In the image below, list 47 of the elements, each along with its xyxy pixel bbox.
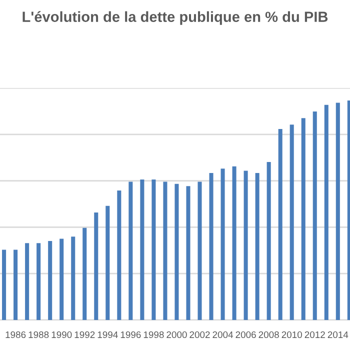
bar bbox=[312, 112, 317, 320]
x-tick-label: 1994 bbox=[98, 331, 118, 338]
bar bbox=[301, 118, 306, 320]
bar bbox=[186, 186, 190, 320]
bar bbox=[82, 228, 87, 320]
bar bbox=[255, 172, 260, 320]
x-tick-label: 2004 bbox=[212, 331, 234, 338]
x-tick-label: 2014 bbox=[328, 331, 348, 338]
bar bbox=[2, 250, 6, 320]
x-tick-label: 2012 bbox=[304, 331, 325, 338]
bar bbox=[347, 100, 350, 320]
x-tick-label: 1992 bbox=[74, 331, 95, 338]
bar bbox=[174, 184, 179, 320]
bar bbox=[36, 243, 41, 320]
x-tick-label: 2010 bbox=[282, 331, 302, 338]
bar bbox=[14, 250, 18, 320]
bar bbox=[244, 170, 248, 320]
bar bbox=[60, 238, 64, 320]
x-tick-label: 1988 bbox=[28, 331, 49, 338]
x-tick-label: 2006 bbox=[236, 331, 256, 338]
x-tick-label: 2000 bbox=[166, 331, 187, 338]
bar bbox=[152, 180, 156, 320]
bar bbox=[94, 212, 98, 320]
bar bbox=[324, 104, 328, 320]
bar bbox=[106, 206, 110, 320]
bar bbox=[266, 162, 271, 320]
x-tick-label: 2008 bbox=[258, 331, 279, 338]
bar bbox=[25, 243, 30, 320]
bar bbox=[117, 190, 122, 320]
bar bbox=[48, 240, 52, 320]
bar bbox=[278, 129, 282, 320]
x-tick-label: 1998 bbox=[144, 331, 164, 338]
x-tick-label: 1986 bbox=[6, 331, 26, 338]
x-tick-label: 2002 bbox=[190, 331, 210, 338]
x-tick-label: 1990 bbox=[52, 331, 72, 338]
chart-title: L'évolution de la dette publique en % du PIB bbox=[22, 11, 328, 25]
bar bbox=[336, 102, 340, 320]
bar bbox=[290, 124, 294, 320]
bar bbox=[209, 172, 214, 320]
bar bbox=[128, 182, 133, 320]
bar bbox=[232, 166, 236, 320]
bar bbox=[140, 180, 144, 320]
bar bbox=[71, 236, 76, 320]
bar bbox=[198, 182, 202, 320]
bar bbox=[163, 182, 168, 320]
bar bbox=[220, 168, 225, 320]
x-tick-label: 1996 bbox=[120, 331, 141, 338]
